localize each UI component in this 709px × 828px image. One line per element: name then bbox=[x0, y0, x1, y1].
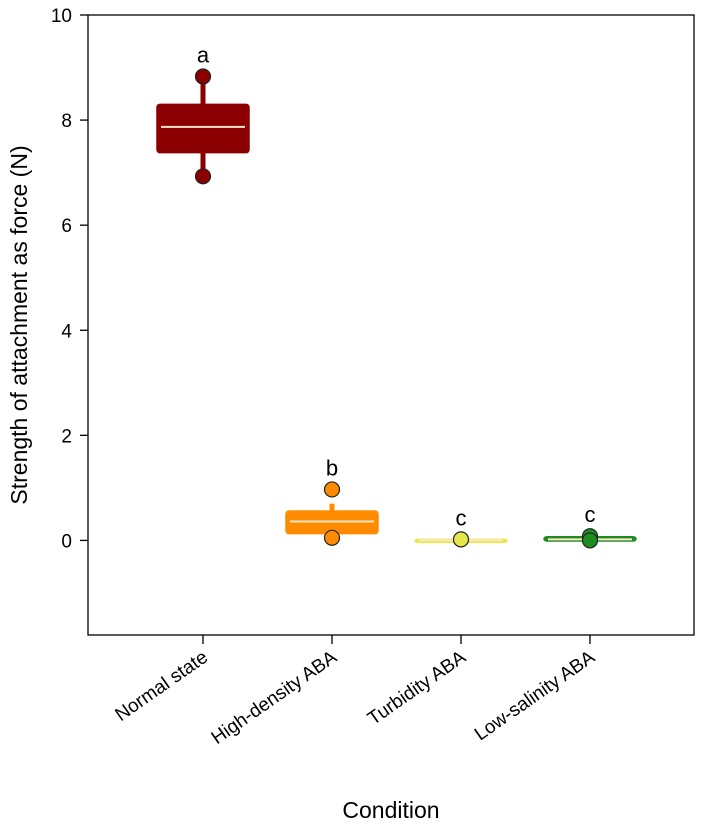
y-tick-label: 2 bbox=[61, 426, 72, 447]
x-tick-label: Normal state bbox=[112, 647, 212, 726]
x-tick-label: High-density ABA bbox=[208, 647, 341, 749]
box-group: c bbox=[543, 502, 637, 549]
plot-frame bbox=[87, 14, 695, 636]
y-tick-label: 8 bbox=[61, 111, 72, 132]
y-axis: 0 2 4 6 8 10 bbox=[51, 6, 88, 552]
y-tick-label: 6 bbox=[61, 216, 72, 237]
y-tick-label: 0 bbox=[61, 531, 72, 552]
significance-letter: c bbox=[585, 502, 596, 527]
box-body bbox=[156, 103, 250, 154]
x-tick-label: Low-salinity ABA bbox=[471, 647, 599, 746]
data-point bbox=[452, 531, 470, 548]
boxes-group: a b c c bbox=[156, 42, 637, 549]
x-axis-title: Condition bbox=[342, 797, 439, 823]
box-group: b bbox=[285, 455, 379, 546]
y-axis-title: Strength of attachment as force (N) bbox=[6, 145, 32, 504]
significance-letter: b bbox=[326, 455, 338, 480]
significance-letter: a bbox=[197, 42, 210, 67]
data-point bbox=[194, 68, 212, 85]
box-group: c bbox=[414, 505, 508, 548]
data-point bbox=[323, 529, 341, 546]
y-tick-label: 4 bbox=[61, 321, 72, 342]
data-point bbox=[581, 532, 599, 549]
box-group: a bbox=[156, 42, 250, 185]
data-point bbox=[194, 168, 212, 185]
data-point bbox=[323, 481, 341, 498]
x-tick-label: Turbidity ABA bbox=[364, 647, 470, 730]
significance-letter: c bbox=[456, 505, 467, 530]
y-tick-label: 10 bbox=[51, 6, 72, 27]
